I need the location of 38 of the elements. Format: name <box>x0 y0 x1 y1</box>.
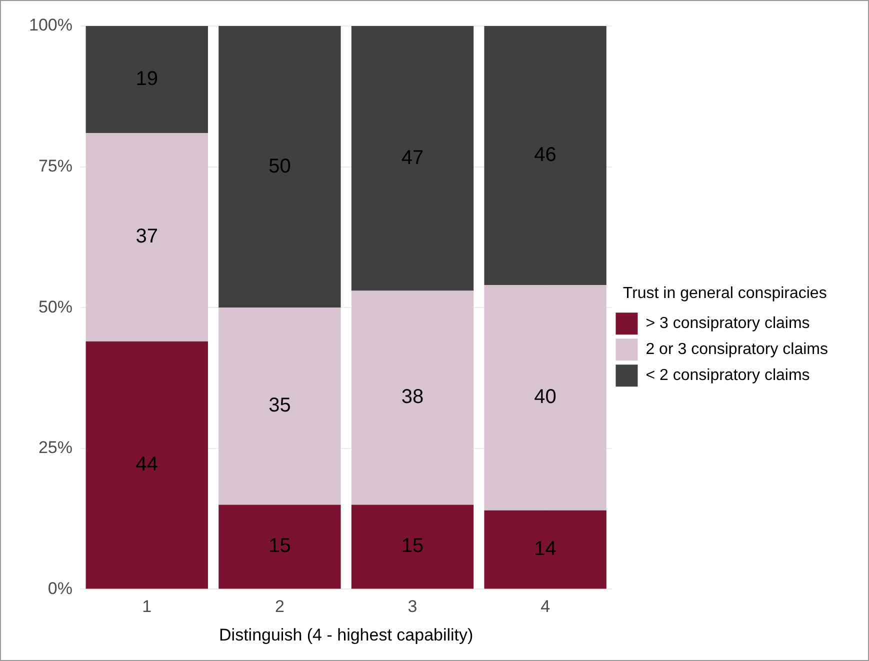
x-tick-label: 3 <box>408 597 418 616</box>
y-tick-label: 50% <box>38 297 72 316</box>
data-label: 37 <box>136 226 158 248</box>
bar <box>218 26 341 308</box>
x-tick-label: 1 <box>142 597 152 616</box>
bar <box>218 504 341 589</box>
data-label: 47 <box>401 146 424 169</box>
data-label: 35 <box>268 394 291 417</box>
bar <box>86 341 208 589</box>
bar <box>218 308 341 505</box>
data-label: 19 <box>136 68 158 90</box>
data-label: 40 <box>534 386 556 408</box>
data-label: 15 <box>268 535 291 558</box>
data-label: 46 <box>534 144 556 166</box>
bar <box>351 290 474 505</box>
y-tick-label: 25% <box>38 438 72 458</box>
bar <box>351 26 474 291</box>
legend-label: > 3 consipratory claims <box>646 315 810 332</box>
bar <box>484 26 606 286</box>
bar <box>484 285 606 510</box>
bar <box>86 133 208 342</box>
x-tick-label: 2 <box>274 597 284 616</box>
data-label: 38 <box>401 386 424 408</box>
legend-label: < 2 consipratory claims <box>646 367 810 384</box>
data-label: 50 <box>268 155 291 178</box>
y-tick-label: 0% <box>48 578 72 598</box>
data-label: 44 <box>136 454 158 476</box>
legend-title: Trust in general conspiracies <box>622 284 827 302</box>
bar <box>86 26 208 134</box>
data-label: 14 <box>534 538 556 560</box>
y-tick-label: 100% <box>28 16 72 35</box>
x-axis-title: Distinguish (4 - highest capability) <box>219 625 474 644</box>
data-label: 15 <box>401 535 424 558</box>
bar <box>351 504 474 589</box>
y-tick-label: 75% <box>38 156 72 176</box>
legend-label: 2 or 3 consipratory claims <box>646 341 828 358</box>
x-tick-label: 4 <box>540 597 550 616</box>
bar <box>484 510 606 589</box>
